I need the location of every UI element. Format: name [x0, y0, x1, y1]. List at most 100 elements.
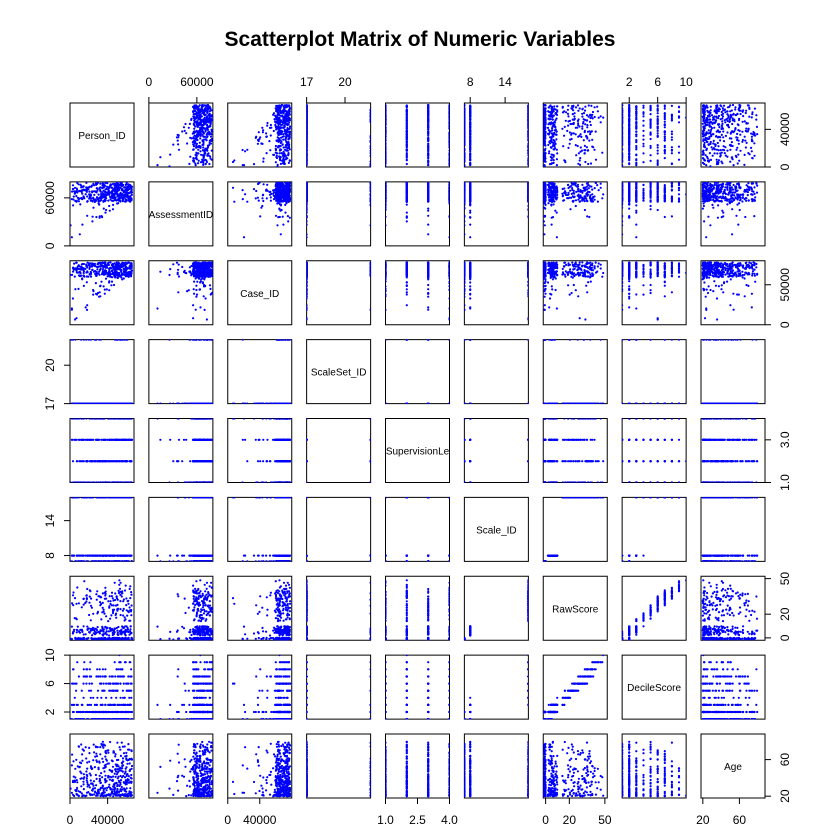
data-point	[199, 137, 201, 139]
data-point	[199, 147, 201, 149]
data-point	[703, 104, 705, 106]
data-point	[577, 120, 579, 122]
data-point	[577, 110, 579, 112]
data-point	[589, 117, 591, 119]
data-point	[279, 145, 281, 147]
data-point	[751, 111, 753, 113]
data-point	[276, 105, 278, 107]
data-point	[209, 120, 211, 122]
data-point	[703, 144, 705, 146]
data-point	[628, 156, 630, 158]
data-point	[277, 126, 279, 128]
data-point	[202, 131, 204, 133]
data-point	[738, 140, 740, 142]
panel-AssessmentID-vs-SupervisionLevel	[384, 182, 450, 246]
data-point	[287, 152, 289, 154]
data-point	[564, 126, 566, 128]
data-point	[427, 161, 429, 163]
data-point	[551, 129, 553, 131]
data-point	[657, 110, 659, 112]
data-point	[708, 129, 710, 131]
data-point	[278, 114, 280, 116]
data-point	[726, 131, 728, 133]
data-point	[555, 133, 557, 135]
data-point	[573, 132, 575, 134]
data-point	[102, 182, 104, 184]
data-point	[710, 129, 712, 131]
data-point	[469, 159, 471, 161]
data-point	[81, 193, 83, 195]
data-point	[726, 150, 728, 152]
data-point	[628, 163, 630, 165]
panel-Person_ID-vs-Age	[701, 103, 765, 167]
data-point	[717, 124, 719, 126]
data-point	[384, 149, 386, 151]
data-point	[282, 143, 284, 145]
data-point	[678, 116, 680, 118]
data-point	[722, 130, 724, 132]
data-point	[463, 129, 465, 131]
data-point	[119, 184, 121, 186]
data-point	[280, 191, 282, 193]
data-point	[628, 124, 630, 126]
data-point	[115, 197, 117, 199]
data-point	[574, 112, 576, 114]
data-point	[181, 130, 183, 132]
data-point	[551, 127, 553, 129]
data-point	[270, 127, 272, 129]
data-point	[650, 118, 652, 120]
data-point	[200, 120, 202, 122]
data-point	[597, 110, 599, 112]
data-point	[370, 112, 372, 114]
data-point	[287, 123, 289, 125]
data-point	[562, 111, 564, 113]
data-point	[729, 110, 731, 112]
data-point	[712, 133, 714, 135]
data-point	[595, 131, 597, 133]
data-point	[448, 162, 450, 164]
data-point	[736, 113, 738, 115]
data-point	[720, 149, 722, 151]
data-point	[685, 117, 687, 119]
data-point	[601, 152, 603, 154]
data-point	[706, 137, 708, 139]
data-point	[469, 135, 471, 137]
data-point	[124, 189, 126, 191]
data-point	[704, 122, 706, 124]
data-point	[552, 139, 554, 141]
data-point	[194, 135, 196, 137]
data-point	[198, 117, 200, 119]
data-point	[286, 118, 288, 120]
data-point	[657, 128, 659, 130]
data-point	[242, 198, 244, 200]
data-point	[730, 145, 732, 147]
data-point	[593, 149, 595, 151]
data-point	[710, 126, 712, 128]
data-point	[286, 194, 288, 196]
data-point	[642, 152, 644, 154]
data-point	[233, 159, 235, 161]
data-point	[729, 149, 731, 151]
data-point	[589, 133, 591, 135]
data-point	[628, 109, 630, 111]
panel-Person_ID-vs-DecileScore	[621, 103, 687, 167]
data-point	[721, 111, 723, 113]
data-point	[716, 163, 718, 165]
data-point	[289, 191, 291, 193]
data-point	[196, 120, 198, 122]
data-point	[76, 200, 78, 202]
data-point	[745, 110, 747, 112]
data-point	[718, 136, 720, 138]
data-point	[99, 215, 101, 217]
data-point	[277, 164, 279, 166]
data-point	[664, 136, 666, 138]
data-point	[715, 119, 717, 121]
data-point	[556, 149, 558, 151]
data-point	[77, 197, 79, 199]
data-point	[598, 117, 600, 119]
data-point	[715, 135, 717, 137]
data-point	[575, 144, 577, 146]
data-point	[554, 121, 556, 123]
data-point	[583, 152, 585, 154]
data-point	[202, 146, 204, 148]
